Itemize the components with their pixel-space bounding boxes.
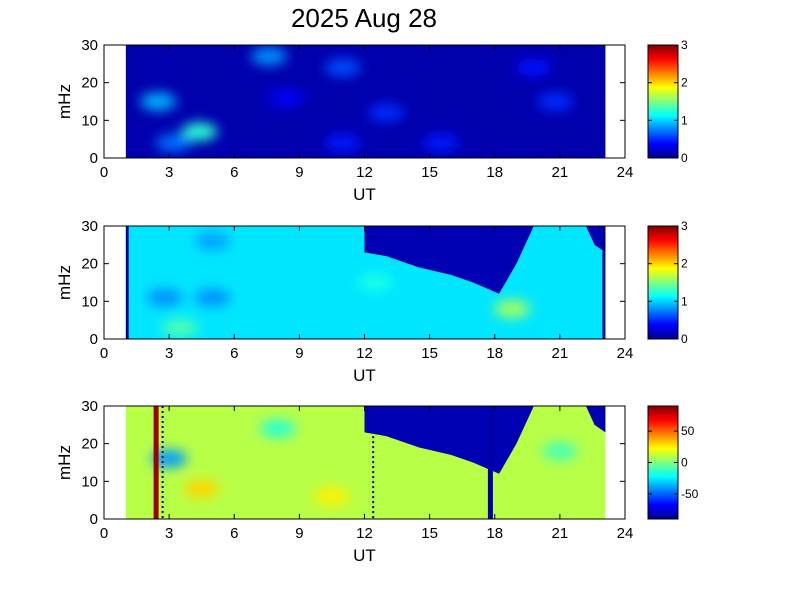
y-tick-label: 0 — [90, 511, 98, 528]
y-tick-label: 20 — [81, 75, 98, 92]
colorbar-gradient — [647, 225, 679, 340]
x-tick-label: 0 — [100, 164, 108, 181]
colorbar-tick-label: 50 — [681, 424, 695, 438]
y-tick-label: 10 — [81, 293, 98, 310]
heatmap-feature — [155, 133, 192, 152]
y-tick-label: 0 — [90, 331, 98, 348]
x-tick-label: 24 — [617, 345, 634, 362]
colorbar: 0 1 2 3 — [647, 38, 688, 165]
heatmap-feature — [324, 133, 361, 152]
y-axis-label: mHz — [55, 445, 74, 480]
x-tick-label: 12 — [356, 525, 373, 542]
masked-corner — [585, 406, 606, 433]
heatmap-feature — [259, 419, 296, 438]
y-axis-label: mHz — [55, 265, 74, 300]
x-tick-label: 15 — [421, 525, 438, 542]
colorbar-tick-label: 1 — [681, 113, 688, 127]
colorbar-tick-label: 0 — [681, 151, 688, 165]
y-tick-label: 0 — [90, 150, 98, 167]
y-tick-label: 10 — [81, 112, 98, 129]
x-tick-label: 6 — [230, 525, 238, 542]
x-tick-label: 15 — [421, 164, 438, 181]
y-tick-label: 20 — [81, 256, 98, 273]
heatmap-image — [125, 406, 606, 519]
vertical-marker-line — [487, 406, 493, 519]
x-tick-label: 3 — [165, 164, 173, 181]
x-tick-label: 21 — [552, 164, 569, 181]
masked-corner — [585, 226, 606, 253]
x-tick-label: 9 — [295, 164, 303, 181]
masked-region — [364, 226, 534, 294]
heatmap-feature — [194, 232, 231, 251]
x-tick-label: 12 — [356, 164, 373, 181]
heatmap-feature — [146, 288, 183, 307]
heatmap-image — [125, 226, 606, 339]
colorbar-gradient — [647, 44, 679, 159]
heatmap-feature — [268, 88, 305, 107]
x-tick-label: 6 — [230, 345, 238, 362]
x-tick-label: 24 — [617, 164, 634, 181]
heatmap-feature — [181, 122, 218, 141]
heatmap-feature — [494, 299, 531, 318]
heatmap-feature — [151, 449, 188, 468]
heatmap-image — [125, 45, 606, 158]
colorbar-tick-label: 2 — [681, 257, 688, 271]
x-axis-label: UT — [353, 546, 376, 565]
colorbar-tick-label: 3 — [681, 38, 688, 52]
colorbar-tick-label: 0 — [681, 456, 688, 470]
y-tick-label: 30 — [81, 398, 98, 415]
colorbar: 0 1 2 3 — [647, 219, 688, 346]
heatmap-feature — [515, 58, 552, 77]
x-tick-label: 9 — [295, 525, 303, 542]
x-tick-label: 18 — [486, 345, 503, 362]
vertical-marker-line — [153, 406, 159, 519]
colorbar-tick-label: 1 — [681, 294, 688, 308]
x-tick-label: 18 — [486, 525, 503, 542]
x-tick-label: 6 — [230, 164, 238, 181]
x-tick-label: 3 — [165, 525, 173, 542]
colorbar-tick-label: 2 — [681, 76, 688, 90]
heatmap-feature — [161, 318, 198, 337]
heatmap-feature — [537, 92, 574, 111]
x-tick-label: 0 — [100, 345, 108, 362]
x-tick-label: 18 — [486, 164, 503, 181]
colorbar-tick-label: -50 — [681, 487, 699, 501]
x-tick-label: 12 — [356, 345, 373, 362]
heatmap-feature — [313, 487, 350, 506]
colorbar-tick-label: 0 — [681, 332, 688, 346]
x-tick-label: 0 — [100, 525, 108, 542]
heatmap-feature — [422, 133, 459, 152]
colorbar: 50 0 -50 — [647, 405, 699, 520]
spectrogram-panel: 0 3 6 9 12 15 18 21 24 0 10 20 30 UT mHz 50 0 -50 — [55, 398, 699, 565]
figure-title: 2025 Aug 28 — [291, 3, 437, 33]
x-tick-label: 9 — [295, 345, 303, 362]
x-tick-label: 21 — [552, 345, 569, 362]
heatmap-feature — [357, 273, 394, 292]
x-axis-label: UT — [353, 185, 376, 204]
heatmap-feature — [541, 442, 578, 461]
heatmap-feature — [183, 479, 220, 498]
x-tick-label: 24 — [617, 525, 634, 542]
heatmap-feature — [194, 288, 231, 307]
heatmap-feature — [368, 103, 405, 122]
y-tick-label: 10 — [81, 473, 98, 490]
y-axis-label: mHz — [55, 84, 74, 119]
x-tick-label: 21 — [552, 525, 569, 542]
heatmap-feature — [140, 92, 177, 111]
colorbar-gradient — [647, 405, 679, 520]
y-tick-label: 30 — [81, 218, 98, 235]
heatmap-feature — [250, 47, 287, 66]
x-tick-label: 3 — [165, 345, 173, 362]
y-tick-label: 30 — [81, 37, 98, 54]
heatmap-feature — [324, 58, 361, 77]
x-tick-label: 15 — [421, 345, 438, 362]
colorbar-tick-label: 3 — [681, 219, 688, 233]
y-tick-label: 20 — [81, 436, 98, 453]
x-axis-label: UT — [353, 366, 376, 385]
